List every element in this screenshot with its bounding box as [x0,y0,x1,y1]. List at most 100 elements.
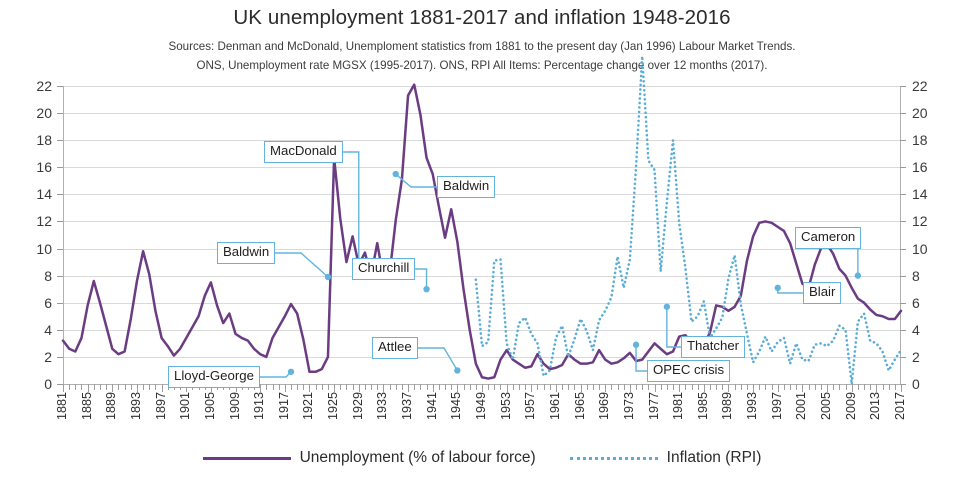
x-tick-mark [746,384,748,390]
x-axis-label: 1929 [350,392,365,421]
x-tick-mark [408,384,410,392]
x-tick-mark [278,384,280,390]
plot-area: 0 2 4 6 8 10 12 14 16 18 20 22 0 2 4 6 8 10 12 14 16 18 20 22 … [36,56,928,420]
x-tick-mark [124,384,126,390]
x-tick-mark [303,384,305,390]
x-tick-mark [364,384,366,390]
x-tick-mark [876,384,878,392]
x-tick-mark [531,384,533,392]
x-tick-mark [845,384,847,390]
x-tick-mark [383,384,385,392]
x-tick-mark [334,384,336,392]
x-tick-mark [857,384,859,390]
x-tick-mark [143,384,145,390]
x-tick-mark [389,384,391,390]
annotation-callout-baldwin[interactable]: Baldwin [437,176,496,198]
y-tick-mark [900,329,906,331]
x-tick-mark [457,384,459,392]
x-axis-label: 1941 [424,392,439,421]
x-tick-mark [660,384,662,390]
annotation-callout-opec-crisis[interactable]: OPEC crisis [647,360,731,382]
x-tick-mark [894,384,896,390]
x-tick-mark [864,384,866,390]
x-tick-mark [512,384,514,390]
x-axis-label: 1953 [498,392,513,421]
x-axis-label: 1905 [202,392,217,421]
x-tick-mark [617,384,619,390]
annotation-callout-lloyd-george[interactable]: Lloyd-George [168,366,260,388]
x-tick-mark [599,384,601,390]
annotation-callout-churchill[interactable]: Churchill [352,258,416,280]
x-tick-mark [820,384,822,390]
x-tick-mark [574,384,576,390]
x-tick-mark [562,384,564,390]
annotation-callout-thatcher[interactable]: Thatcher [681,336,746,358]
legend-item-unemployment[interactable]: Unemployment (% of labour force) [202,449,536,467]
annotation-callout-macdonald[interactable]: MacDonald [264,141,343,163]
x-tick-mark [605,384,607,392]
x-axis-label: 1913 [252,392,267,421]
annotation-callout-attlee[interactable]: Attlee [372,337,418,359]
y-tick-mark [57,167,63,169]
x-tick-mark [63,384,64,392]
y-axis-label: 8 [912,267,920,284]
y-axis-label: 14 [912,186,928,203]
y-axis-label: 18 [912,132,928,149]
x-tick-mark [93,384,95,390]
x-tick-mark [155,384,157,390]
y-axis-label: 4 [912,321,920,338]
x-tick-mark [783,384,785,390]
y-tick-mark [57,113,63,115]
x-axis-label: 1973 [621,392,636,421]
x-tick-mark [586,384,588,390]
x-axis-label: 2009 [843,392,858,421]
x-tick-mark [106,384,108,390]
x-tick-mark [235,384,237,392]
x-tick-mark [549,384,551,390]
annotation-callout-blair[interactable]: Blair [803,282,842,304]
annotation-callout-baldwin[interactable]: Baldwin [217,242,276,264]
x-tick-mark [901,384,902,392]
x-tick-mark [814,384,816,390]
chart-source-line-1: Sources: Denman and McDonald, Unemplomen… [168,40,796,53]
x-tick-mark [592,384,594,390]
y-axis-left [63,86,64,384]
y-axis-label: 0 [912,376,920,392]
y-axis-label: 12 [912,213,928,230]
x-tick-mark [340,384,342,390]
legend-item-inflation[interactable]: Inflation (RPI) [569,449,761,467]
x-tick-mark [555,384,557,392]
x-tick-mark [371,384,373,390]
x-tick-mark [537,384,539,390]
x-tick-mark [469,384,471,390]
x-tick-mark [161,384,163,392]
x-tick-mark [629,384,631,392]
y-tick-mark [57,86,63,87]
x-tick-mark [494,384,496,390]
x-tick-mark [488,384,490,390]
annotation-callout-cameron[interactable]: Cameron [795,227,862,249]
x-tick-mark [327,384,329,390]
gridline [63,248,901,250]
x-tick-mark [432,384,434,392]
x-axis-label: 1937 [400,392,415,421]
x-tick-mark [525,384,527,390]
y-axis-label: 2 [912,348,920,365]
gridline [63,275,901,277]
x-tick-mark [722,384,724,390]
x-axis-label: 1957 [523,392,538,421]
x-tick-mark [260,384,262,392]
y-axis-label: 16 [36,159,52,176]
y-axis-label: 4 [44,321,52,338]
x-axis-label: 1889 [104,392,119,421]
x-tick-mark [611,384,613,390]
y-tick-mark [57,356,63,358]
x-tick-mark [642,384,644,390]
x-axis-label: 1997 [769,392,784,421]
x-tick-mark [839,384,841,390]
x-tick-mark [475,384,477,390]
x-tick-mark [734,384,736,390]
y-axis-label: 12 [36,213,52,230]
y-tick-mark [900,194,906,196]
x-tick-mark [833,384,835,390]
